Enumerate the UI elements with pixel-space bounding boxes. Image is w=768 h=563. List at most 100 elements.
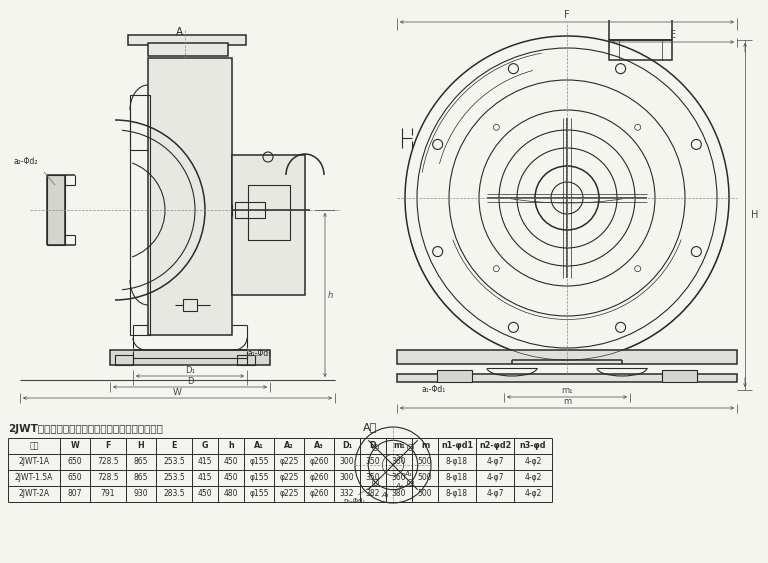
Text: 2JWT-1A: 2JWT-1A [18,458,50,467]
Text: 728.5: 728.5 [98,473,119,482]
Text: 8-φ18: 8-φ18 [446,458,468,467]
Text: H: H [751,210,758,220]
Text: m₁: m₁ [393,441,405,450]
Text: A₃: A₃ [314,441,324,450]
Text: F: F [105,441,111,450]
Text: 650: 650 [68,458,82,467]
Text: a₁-Φd₁: a₁-Φd₁ [422,386,446,395]
Bar [437,370,472,382]
Text: 930: 930 [134,489,148,498]
Text: 2JWT-2A: 2JWT-2A [18,489,50,498]
Bar [148,43,228,56]
Text: 450: 450 [197,489,212,498]
Text: a₁-Φd₁: a₁-Φd₁ [248,348,272,358]
Text: h: h [328,291,333,300]
Bar [130,95,150,335]
Text: 350: 350 [366,458,380,467]
Text: 283.5: 283.5 [163,489,185,498]
Text: φ225: φ225 [280,489,299,498]
Text: 728.5: 728.5 [98,458,119,467]
Text: A向: A向 [363,422,377,432]
Text: 500: 500 [418,489,432,498]
Text: 480: 480 [223,489,238,498]
Text: 332: 332 [339,489,354,498]
Text: 2JWT-1.5A: 2JWT-1.5A [15,473,53,482]
Text: 415: 415 [197,458,212,467]
Text: A: A [176,27,183,37]
Text: D: D [187,377,194,386]
Text: 360: 360 [392,473,406,482]
Text: G: G [202,441,208,450]
Text: 807: 807 [68,489,82,498]
Text: φ260: φ260 [310,473,329,482]
Text: 253.5: 253.5 [163,473,185,482]
Text: φ225: φ225 [280,458,299,467]
Bar [237,355,255,365]
Text: 型号: 型号 [29,441,38,450]
Text: φ260: φ260 [310,489,329,498]
Text: A₂: A₂ [395,483,402,489]
Text: m: m [563,397,571,406]
Text: a₂-Φd₂: a₂-Φd₂ [13,158,38,167]
Text: 791: 791 [101,489,115,498]
Text: n₁-Φd₁: n₁-Φd₁ [343,498,366,504]
Text: m₁: m₁ [561,386,573,395]
Text: 382: 382 [366,489,380,498]
Text: 865: 865 [134,458,148,467]
Text: 380: 380 [392,489,406,498]
Text: 8-φ18: 8-φ18 [446,489,468,498]
Text: φ155: φ155 [250,473,269,482]
Text: 4-φ7: 4-φ7 [486,489,504,498]
Bar [115,355,133,365]
Bar [248,185,290,240]
Text: n3-φd: n3-φd [520,441,546,450]
Text: D₁: D₁ [342,441,352,450]
Bar [662,370,697,382]
Text: 4-φ2: 4-φ2 [525,473,541,482]
Text: 4-φ2: 4-φ2 [525,458,541,467]
Bar [397,350,737,364]
Bar [183,299,197,311]
Text: A₂: A₂ [284,441,294,450]
Text: 350: 350 [366,473,380,482]
Text: H: H [137,441,144,450]
Bar [235,202,265,218]
Text: 500: 500 [418,473,432,482]
Text: 4-φ7: 4-φ7 [486,473,504,482]
Bar [148,58,232,335]
Text: W: W [173,388,181,397]
Text: 415: 415 [197,473,212,482]
Text: W: W [71,441,79,450]
Text: φ225: φ225 [280,473,299,482]
Text: 360: 360 [392,458,406,467]
Text: 500: 500 [418,458,432,467]
Bar [47,175,65,245]
Text: n1-φd1: n1-φd1 [441,441,473,450]
Text: A₁: A₁ [254,441,264,450]
Text: 865: 865 [134,473,148,482]
Text: φ155: φ155 [250,458,269,467]
Bar [397,374,737,382]
Text: 300: 300 [339,473,354,482]
Text: h: h [228,441,234,450]
Text: 8-φ18: 8-φ18 [446,473,468,482]
Text: 650: 650 [68,473,82,482]
Text: φ260: φ260 [310,458,329,467]
Text: F: F [564,10,570,20]
Text: 4-φ2: 4-φ2 [525,489,541,498]
Text: 450: 450 [223,458,238,467]
Bar [232,155,305,295]
Bar [128,35,246,45]
Text: 253.5: 253.5 [163,458,185,467]
Text: E: E [670,30,676,40]
Text: D: D [369,441,376,450]
Text: 450: 450 [223,473,238,482]
Text: m: m [421,441,429,450]
Text: n2-φd2: n2-φd2 [479,441,511,450]
Text: A₃: A₃ [382,492,389,498]
Text: 300: 300 [339,458,354,467]
Text: E: E [171,441,177,450]
Text: 4-φ7: 4-φ7 [486,458,504,467]
Text: 2JWT系列铸铁离心风机型号、性能参数及安装尺寸: 2JWT系列铸铁离心风机型号、性能参数及安装尺寸 [8,424,163,434]
Bar [110,350,270,365]
